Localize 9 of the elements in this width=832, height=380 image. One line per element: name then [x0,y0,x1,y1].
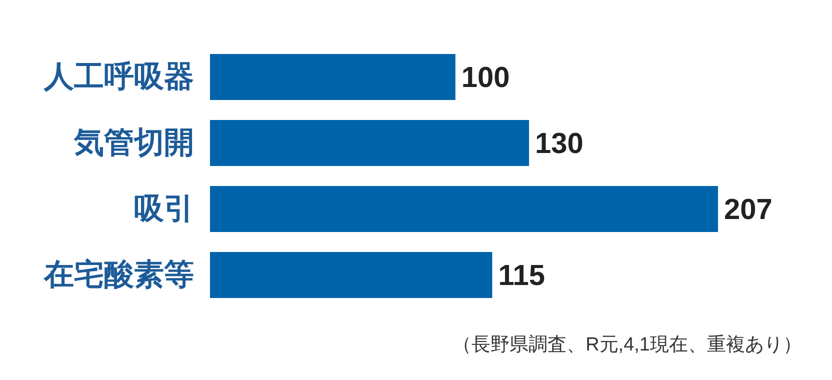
category-label: 在宅酸素等 [44,258,194,292]
data-label: 100 [461,62,510,94]
annotation: （長野県調査、R元,4,1現在、重複あり） [452,334,802,356]
data-label: 115 [498,260,546,292]
data-label: 130 [535,128,584,160]
category-label: 人工呼吸器 [44,60,194,94]
category-label: 吸引 [134,192,194,226]
category-label: 気管切開 [74,126,194,160]
data-label: 207 [724,194,772,226]
